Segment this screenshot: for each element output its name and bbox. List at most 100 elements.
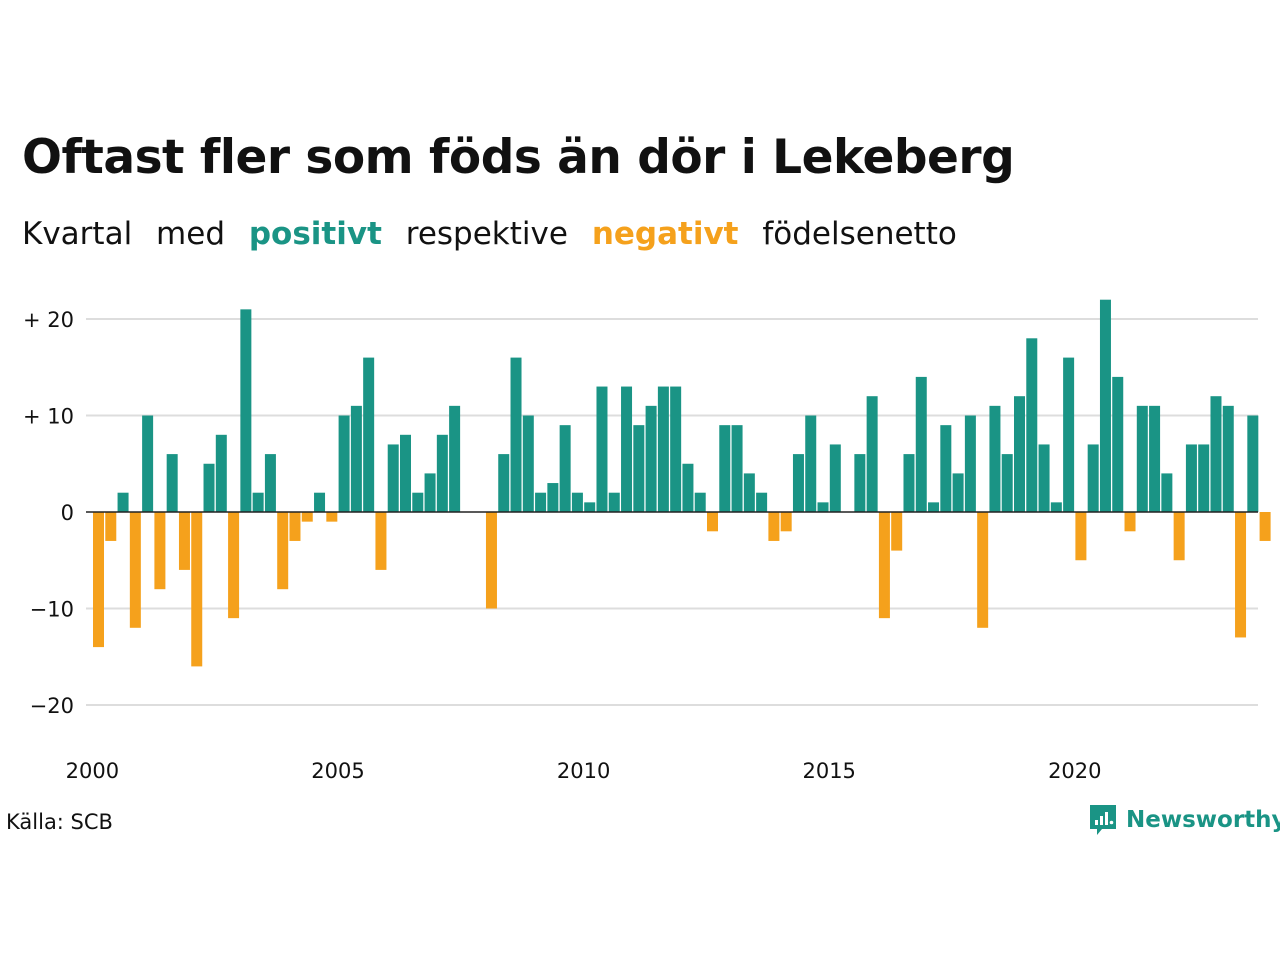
brand-name: Newsworthy (1126, 807, 1280, 833)
bar (314, 492, 326, 512)
bar (878, 512, 890, 619)
y-tick-label: + 10 (23, 405, 74, 429)
bar (117, 492, 129, 512)
y-tick-label: −20 (30, 694, 74, 718)
bar (829, 444, 841, 512)
bar (215, 434, 227, 512)
bar (547, 483, 559, 512)
bar (240, 309, 252, 512)
bar (400, 434, 411, 512)
bar (1050, 502, 1062, 512)
x-axis-ticks: 2000 2005 2010 2015 2020 (66, 759, 1102, 783)
newsworthy-logo[interactable]: Newsworthy (1088, 803, 1280, 837)
bar (203, 463, 215, 512)
x-tick-label: 2020 (1048, 759, 1101, 783)
bar (1136, 405, 1148, 512)
bar (436, 434, 448, 512)
bar (277, 512, 289, 590)
x-tick-label: 2015 (802, 759, 855, 783)
bar (1222, 405, 1234, 512)
bar (731, 425, 743, 512)
bar (1259, 512, 1271, 541)
bar (559, 425, 571, 512)
bar (1063, 357, 1075, 512)
bar (1038, 444, 1050, 512)
bar (805, 415, 817, 512)
bar (633, 425, 645, 512)
bar (154, 512, 166, 590)
bar (375, 512, 387, 570)
y-axis-ticks: + 20 + 10 0 −10 −20 (23, 308, 74, 718)
bar (485, 512, 497, 609)
bar (326, 512, 338, 522)
bar (1173, 512, 1185, 561)
bar (1124, 512, 1136, 532)
bar (1026, 338, 1038, 512)
bar (93, 512, 104, 648)
bar (166, 454, 178, 512)
bar (1185, 444, 1197, 512)
bar (928, 502, 940, 512)
bar (289, 512, 301, 541)
bar (1149, 405, 1161, 512)
bar (964, 415, 976, 512)
subtitle-part-4: födelsenetto (762, 216, 957, 252)
bar (178, 512, 190, 570)
bar (1087, 444, 1099, 512)
bar (719, 425, 731, 512)
bar (412, 492, 424, 512)
subtitle-positive-label: positivt (248, 216, 382, 252)
bar (682, 463, 694, 512)
bar (780, 512, 792, 532)
bar (657, 386, 669, 512)
source-note: Källa: SCB (6, 810, 113, 834)
bar (350, 405, 362, 512)
y-tick-label: 0 (61, 501, 74, 525)
bar (571, 492, 583, 512)
x-tick-label: 2000 (66, 759, 119, 783)
y-tick-label: −10 (30, 598, 74, 622)
bar (707, 512, 718, 532)
newsworthy-logo-icon (1090, 805, 1116, 835)
bar (817, 502, 829, 512)
bar (756, 492, 768, 512)
bar (424, 473, 436, 512)
subtitle-negative-label: negativt (591, 216, 739, 252)
y-tick-label: + 20 (23, 308, 74, 332)
bar (891, 512, 903, 551)
subtitle-part-2: med (156, 216, 225, 252)
bar (768, 512, 780, 541)
bar (264, 454, 276, 512)
bar (1075, 512, 1087, 561)
bar (952, 473, 964, 512)
bar (915, 376, 927, 512)
bar (1099, 299, 1111, 512)
bar (105, 512, 117, 541)
bar (866, 396, 878, 512)
bar (670, 386, 682, 512)
bar (338, 415, 350, 512)
bar (535, 492, 547, 512)
bar (301, 512, 313, 522)
bar (228, 512, 240, 619)
bar (522, 415, 534, 512)
bar (142, 415, 154, 512)
bar (1210, 396, 1222, 512)
bar (510, 357, 522, 512)
bar (191, 512, 203, 667)
grid-lines (86, 318, 1258, 706)
bar (1247, 415, 1259, 512)
subtitle-part-1: Kvartal (22, 216, 133, 252)
bar (584, 502, 596, 512)
bar (743, 473, 755, 512)
bars (93, 299, 1271, 667)
x-tick-label: 2005 (311, 759, 364, 783)
chart-title: Oftast fler som föds än dör i Lekeberg (22, 130, 1015, 185)
bar (1235, 512, 1247, 638)
bar (129, 512, 141, 628)
bar (1198, 444, 1210, 512)
bar (645, 405, 657, 512)
bar (608, 492, 620, 512)
bar (252, 492, 264, 512)
bar (1112, 376, 1124, 512)
